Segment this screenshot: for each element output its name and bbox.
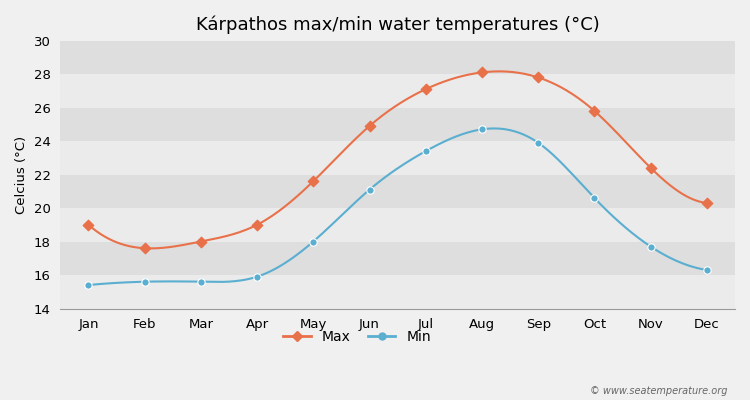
Bar [60, 208, 735, 242]
Bar [60, 242, 735, 275]
Point [139, 245, 151, 252]
Bar [60, 141, 735, 174]
Point [532, 140, 544, 146]
Bar [60, 41, 735, 74]
Point [364, 186, 376, 193]
Title: Kárpathos max/min water temperatures (°C): Kárpathos max/min water temperatures (°C… [196, 15, 599, 34]
Point [251, 274, 263, 280]
Point [645, 243, 657, 250]
Bar [60, 74, 735, 108]
Point [701, 200, 713, 206]
Point [251, 222, 263, 228]
Text: © www.seatemperature.org: © www.seatemperature.org [590, 386, 728, 396]
Point [364, 123, 376, 129]
Point [701, 267, 713, 273]
Bar [60, 108, 735, 141]
Point [589, 195, 601, 201]
Point [82, 222, 94, 228]
Point [195, 238, 207, 245]
Legend: Max, Min: Max, Min [278, 325, 436, 350]
Point [589, 108, 601, 114]
Point [476, 69, 488, 76]
Point [308, 238, 320, 245]
Point [195, 278, 207, 285]
Point [420, 86, 432, 92]
Bar [60, 275, 735, 308]
Point [139, 278, 151, 285]
Point [82, 282, 94, 288]
Point [308, 178, 320, 184]
Bar [60, 174, 735, 208]
Point [476, 126, 488, 132]
Point [532, 74, 544, 81]
Point [645, 165, 657, 171]
Y-axis label: Celcius (°C): Celcius (°C) [15, 136, 28, 214]
Point [420, 148, 432, 154]
